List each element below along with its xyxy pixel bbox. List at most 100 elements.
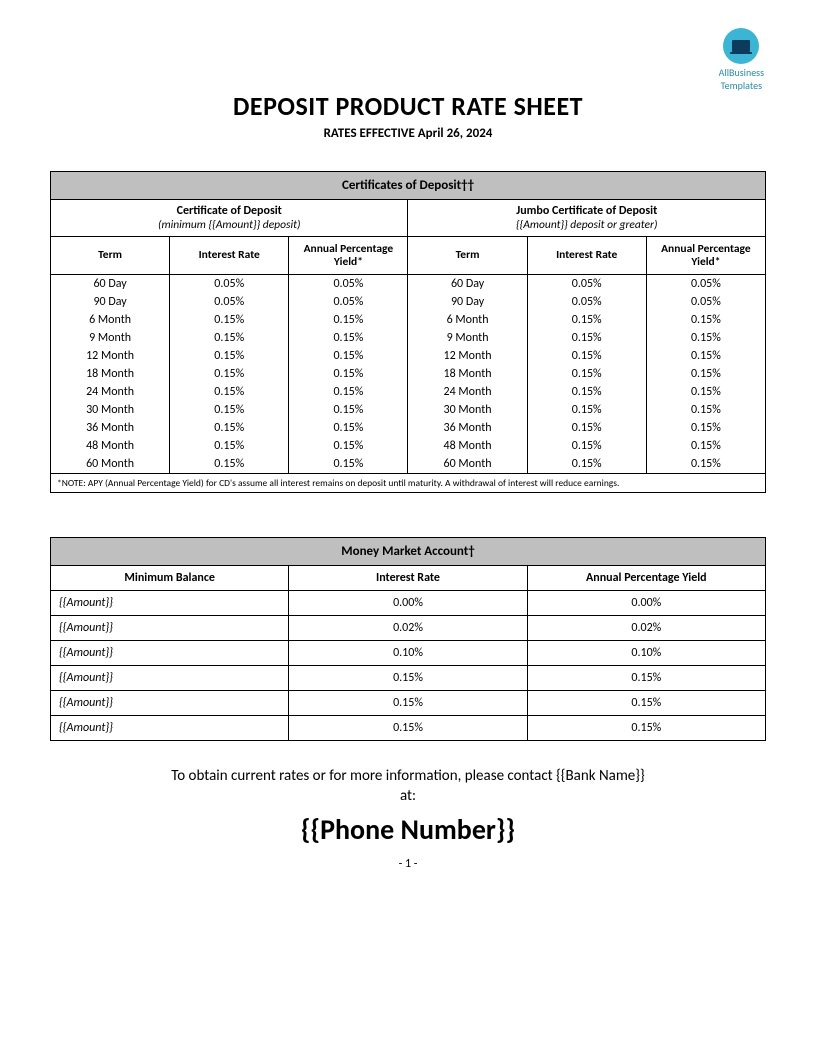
logo-icon [723,28,759,64]
cell: 9 Month [408,329,527,347]
contact-phone: {{Phone Number}} [50,812,766,847]
cell: 0.15% [289,401,408,419]
cell: {{Amount}} [51,616,289,641]
table-row: 9 Month0.15%0.15%9 Month0.15%0.15% [51,329,766,347]
cell: 0.10% [289,641,527,666]
cell: 48 Month [51,437,170,455]
cell: 36 Month [408,419,527,437]
table-row: 90 Day0.05%0.05%90 Day0.05%0.05% [51,293,766,311]
cell: 0.15% [170,383,289,401]
cell: 0.15% [527,716,765,741]
cell: 18 Month [51,365,170,383]
cell: 12 Month [408,347,527,365]
cell: 0.05% [289,293,408,311]
cell: 0.15% [289,437,408,455]
table-row: {{Amount}}0.00%0.00% [51,591,766,616]
cell: 0.15% [527,383,646,401]
cell: 6 Month [51,311,170,329]
cell: 0.15% [289,455,408,474]
cell: 0.15% [289,329,408,347]
cell: 0.15% [646,383,765,401]
table-row: {{Amount}}0.15%0.15% [51,666,766,691]
table-row: {{Amount}}0.10%0.10% [51,641,766,666]
cell: 0.15% [646,437,765,455]
cell: 18 Month [408,365,527,383]
cell: 30 Month [408,401,527,419]
cd-header: Certificates of Deposit†† [51,172,766,200]
cell: 48 Month [408,437,527,455]
cd-col-jrate: Interest Rate [527,237,646,275]
page-number: - 1 - [50,857,766,871]
cell: 0.15% [170,347,289,365]
cell: 0.15% [289,419,408,437]
logo-text-1: AllBusiness [719,66,764,79]
table-row: 60 Day0.05%0.05%60 Day0.05%0.05% [51,275,766,294]
cell: 0.15% [289,666,527,691]
cell: 0.15% [289,347,408,365]
cd-right-sub: {{Amount}} deposit or greater) [408,218,766,237]
cell: 0.15% [289,383,408,401]
table-row: 30 Month0.15%0.15%30 Month0.15%0.15% [51,401,766,419]
cell: 0.15% [170,455,289,474]
cd-table: Certificates of Deposit†† Certificate of… [50,171,766,493]
cell: 60 Month [408,455,527,474]
mm-col-rate: Interest Rate [289,566,527,591]
cell: 0.00% [527,591,765,616]
cell: {{Amount}} [51,591,289,616]
page-title: DEPOSIT PRODUCT RATE SHEET [50,90,766,122]
cell: 0.05% [170,275,289,294]
cell: 0.15% [646,419,765,437]
cell: 0.05% [289,275,408,294]
cell: 0.15% [170,401,289,419]
cell: 36 Month [51,419,170,437]
mm-table: Money Market Account† Minimum Balance In… [50,537,766,741]
contact-line2: at: [400,787,416,805]
cell: 0.05% [646,293,765,311]
cell: 0.15% [170,437,289,455]
cd-col-jterm: Term [408,237,527,275]
table-row: 48 Month0.15%0.15%48 Month0.15%0.15% [51,437,766,455]
cell: 0.05% [170,293,289,311]
cell: 60 Month [51,455,170,474]
cell: 0.15% [527,455,646,474]
cell: 0.15% [170,329,289,347]
logo-text-2: Templates [719,79,764,92]
cell: 0.02% [527,616,765,641]
cell: 24 Month [51,383,170,401]
cd-left-sub: (minimum {{Amount}} deposit) [51,218,408,237]
cell: 0.15% [527,401,646,419]
cell: {{Amount}} [51,666,289,691]
table-row: {{Amount}}0.15%0.15% [51,691,766,716]
cell: 0.05% [527,293,646,311]
cell: 0.15% [289,716,527,741]
cell: 9 Month [51,329,170,347]
cell: 0.15% [527,666,765,691]
cell: 0.15% [527,329,646,347]
cell: 0.15% [646,401,765,419]
cell: 0.15% [527,365,646,383]
table-row: 12 Month0.15%0.15%12 Month0.15%0.15% [51,347,766,365]
table-row: 24 Month0.15%0.15%24 Month0.15%0.15% [51,383,766,401]
cell: 0.15% [289,365,408,383]
cell: {{Amount}} [51,716,289,741]
cell: {{Amount}} [51,641,289,666]
cell: 0.15% [170,419,289,437]
cell: 0.15% [170,311,289,329]
page-subtitle: RATES EFFECTIVE April 26, 2024 [50,126,766,141]
cell: 0.15% [646,365,765,383]
cd-left-title: Certificate of Deposit [51,200,408,219]
cell: 0.15% [527,311,646,329]
cell: 0.15% [289,691,527,716]
cell: 90 Day [408,293,527,311]
cd-col-japy: Annual Percentage Yield* [646,237,765,275]
cell: 0.15% [646,347,765,365]
cell: 24 Month [408,383,527,401]
cell: 0.02% [289,616,527,641]
table-row: 60 Month0.15%0.15%60 Month0.15%0.15% [51,455,766,474]
cell: 0.15% [527,419,646,437]
cd-right-title: Jumbo Certificate of Deposit [408,200,766,219]
cell: 0.15% [527,691,765,716]
table-row: 18 Month0.15%0.15%18 Month0.15%0.15% [51,365,766,383]
cell: {{Amount}} [51,691,289,716]
mm-col-apy: Annual Percentage Yield [527,566,765,591]
